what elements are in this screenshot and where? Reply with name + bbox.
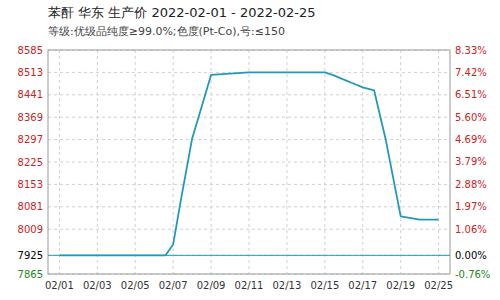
y-tick-label: 8441 bbox=[18, 89, 43, 100]
grid-line-x bbox=[249, 50, 250, 274]
x-tick-label: 02/05 bbox=[121, 280, 150, 291]
y-tick-label: 7925 bbox=[18, 250, 43, 261]
y2-tick-label: 0.00% bbox=[455, 250, 487, 261]
grid-line-x bbox=[438, 50, 439, 274]
y2-tick-label: 2.88% bbox=[455, 179, 487, 190]
x-tick-label: 02/07 bbox=[159, 280, 188, 291]
grid-line-x bbox=[135, 50, 136, 274]
grid-line-x bbox=[286, 50, 287, 274]
plot-area bbox=[48, 72, 450, 255]
y-tick-label: 7865 bbox=[18, 269, 43, 280]
y-tick-label: 8513 bbox=[18, 67, 43, 78]
x-tick-label: 02/13 bbox=[273, 280, 302, 291]
subtitle: 等级:优级品纯度≥99.0%;色度(Pt-Co),号:≤150 bbox=[48, 25, 285, 38]
y-tick-label: 8009 bbox=[18, 224, 43, 235]
grid-line-x bbox=[400, 50, 401, 274]
grid-line-x bbox=[59, 50, 60, 274]
grid-line-x bbox=[97, 50, 98, 274]
plot-frame bbox=[48, 50, 450, 274]
y2-tick-label: 1.97% bbox=[455, 201, 487, 212]
x-tick-label: 02/19 bbox=[386, 280, 415, 291]
chart: 苯酐 华东 生产价 2022-02-01 - 2022-02-25 等级:优级品纯… bbox=[0, 0, 500, 300]
background bbox=[0, 0, 500, 300]
x-tick-label: 02/15 bbox=[310, 280, 339, 291]
x-tick-label: 02/17 bbox=[348, 280, 377, 291]
y-tick-label: 8585 bbox=[18, 45, 43, 56]
grid-line-y bbox=[48, 139, 450, 140]
grid bbox=[48, 50, 450, 274]
x-tick-label: 02/11 bbox=[235, 280, 264, 291]
y2-tick-label: 3.79% bbox=[455, 156, 487, 167]
line bbox=[59, 72, 438, 255]
y2-tick-label: 4.69% bbox=[455, 134, 487, 145]
y-tick-label: 8369 bbox=[18, 112, 43, 123]
y-tick-label: 8297 bbox=[18, 134, 43, 145]
grid-line-x bbox=[324, 50, 325, 274]
grid-line-x bbox=[362, 50, 363, 274]
grid-line-x bbox=[211, 50, 212, 274]
y2-tick-label: 1.06% bbox=[455, 224, 487, 235]
x-tick-label: 02/01 bbox=[45, 280, 74, 291]
y2-tick-label: -0.76% bbox=[455, 269, 490, 280]
grid-line-y bbox=[48, 229, 450, 230]
x-tick-label: 02/25 bbox=[424, 280, 453, 291]
y2-tick-label: 7.42% bbox=[455, 67, 487, 78]
y-tick-label: 8225 bbox=[18, 157, 43, 168]
title: 苯酐 华东 生产价 2022-02-01 - 2022-02-25 bbox=[48, 5, 315, 20]
y-tick-label: 8081 bbox=[18, 201, 43, 212]
x-tick-label: 02/03 bbox=[83, 280, 112, 291]
y2-tick-label: 5.60% bbox=[455, 112, 487, 123]
x-tick-label: 02/09 bbox=[197, 280, 226, 291]
y2-tick-label: 8.33% bbox=[455, 45, 487, 56]
y-tick-label: 8153 bbox=[18, 179, 43, 190]
y2-tick-label: 6.51% bbox=[455, 89, 487, 100]
